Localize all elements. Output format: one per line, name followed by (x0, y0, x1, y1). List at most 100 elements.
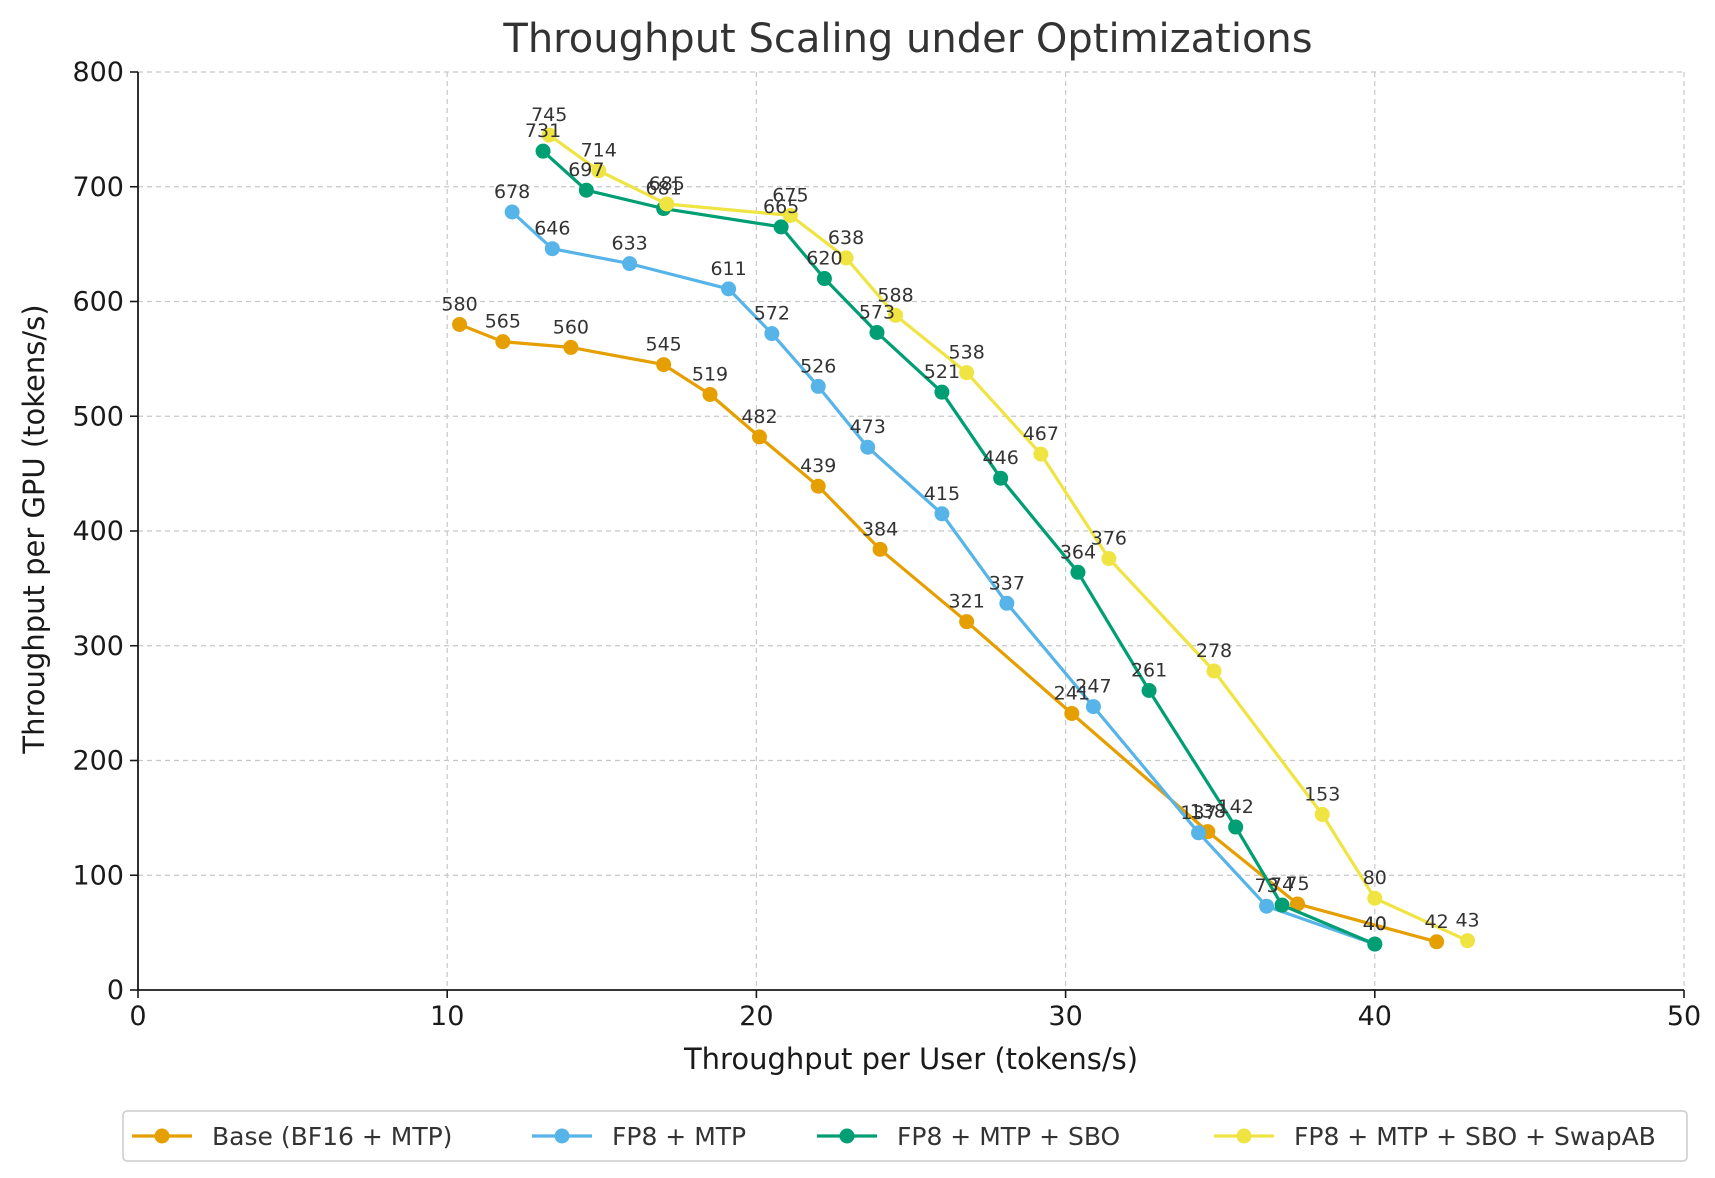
legend-label: Base (BF16 + MTP) (212, 1122, 452, 1151)
data-label: 646 (534, 218, 570, 240)
legend-swatch-marker (839, 1128, 855, 1144)
x-tick-label: 30 (1048, 1001, 1082, 1032)
data-label: 538 (949, 342, 985, 364)
data-label: 588 (877, 284, 913, 306)
data-point (1141, 683, 1157, 699)
data-point (993, 470, 1009, 486)
data-label: 731 (525, 120, 561, 142)
y-tick-label: 500 (72, 401, 124, 432)
x-tick-label: 10 (430, 1001, 464, 1032)
series-4 (541, 127, 1476, 949)
data-point (504, 204, 520, 220)
data-point (544, 241, 560, 257)
data-point (934, 384, 950, 400)
data-point (816, 271, 832, 287)
series-line (542, 150, 1376, 946)
data-label: 560 (553, 316, 589, 338)
data-label: 482 (741, 406, 777, 428)
data-label: 572 (754, 303, 790, 325)
data-point (495, 334, 511, 350)
data-label: 714 (581, 140, 617, 162)
data-point (869, 324, 885, 340)
data-point (1290, 896, 1305, 912)
data-label: 745 (531, 104, 567, 126)
data-label: 261 (1131, 660, 1167, 682)
y-tick-label: 700 (72, 172, 124, 203)
data-point (1367, 936, 1383, 952)
data-point (1460, 933, 1476, 949)
data-point (1314, 806, 1330, 822)
data-point (782, 207, 798, 223)
data-label: 521 (924, 361, 960, 383)
data-label: 40 (1363, 913, 1387, 935)
data-point (1191, 825, 1207, 841)
data-label: 43 (1455, 910, 1479, 932)
data-point (773, 219, 789, 235)
data-label: 697 (568, 159, 604, 181)
data-point (578, 182, 594, 198)
data-point (810, 478, 826, 494)
data-label: 138 (1190, 801, 1226, 823)
series-line (459, 323, 1438, 944)
legend-swatch-marker (1236, 1128, 1252, 1144)
data-label: 519 (692, 363, 728, 385)
data-point (563, 339, 579, 355)
y-tick-label: 600 (72, 287, 124, 318)
data-label: 153 (1304, 783, 1340, 805)
x-axis-label: Throughput per User (tokens/s) (683, 1042, 1138, 1076)
data-point (656, 357, 672, 373)
data-label: 241 (1054, 682, 1090, 704)
data-point (591, 163, 607, 179)
data-label: 364 (1060, 541, 1096, 563)
data-label: 678 (494, 181, 530, 203)
data-label: 545 (646, 334, 682, 356)
y-axis-label: Throughput per GPU (tokens/s) (17, 304, 51, 754)
legend-swatch-marker (554, 1128, 570, 1144)
data-point (810, 378, 826, 394)
series-line (548, 133, 1469, 943)
data-point (702, 386, 718, 402)
y-tick-label: 200 (72, 746, 124, 777)
data-label: 142 (1218, 796, 1254, 818)
data-point (452, 316, 468, 332)
data-point (764, 326, 780, 342)
data-point (1274, 897, 1290, 913)
data-label: 439 (800, 455, 836, 477)
legend-entry: Base (BF16 + MTP) (132, 1122, 452, 1151)
data-label: 137 (1180, 802, 1216, 824)
data-label: 565 (485, 311, 521, 333)
data-label: 73 (1254, 875, 1278, 897)
data-label: 80 (1363, 867, 1387, 889)
data-label: 526 (800, 355, 836, 377)
data-point (934, 506, 950, 522)
data-point (1101, 551, 1117, 567)
x-tick-label: 20 (739, 1001, 773, 1032)
data-label: 580 (441, 293, 477, 315)
data-point (860, 439, 876, 455)
data-label: 681 (646, 178, 682, 200)
data-point (622, 256, 638, 272)
legend-swatch-marker (154, 1128, 170, 1144)
grid-lines (137, 71, 1685, 991)
x-tick-label: 40 (1358, 1001, 1392, 1032)
data-label: 685 (649, 173, 685, 195)
data-label: 384 (862, 518, 898, 540)
series-2 (504, 204, 1383, 952)
data-point (751, 429, 767, 445)
data-point (721, 281, 737, 297)
y-tick-label: 0 (107, 975, 124, 1006)
legend-box (122, 1110, 1688, 1162)
data-point (1367, 890, 1383, 906)
data-point (999, 595, 1015, 611)
data-label: 42 (1425, 911, 1449, 933)
data-point (959, 614, 975, 630)
data-label: 74 (1270, 874, 1294, 896)
data-point (659, 196, 675, 212)
data-labels: 580 565 560 545 519 482 439 384 321 241 138 75 42 678… (441, 104, 1479, 935)
legend-entry: FP8 + MTP + SBO (817, 1122, 1120, 1151)
legend-label: FP8 + MTP + SBO + SwapAB (1294, 1122, 1656, 1151)
data-point (1085, 699, 1101, 715)
data-label: 633 (611, 233, 647, 255)
